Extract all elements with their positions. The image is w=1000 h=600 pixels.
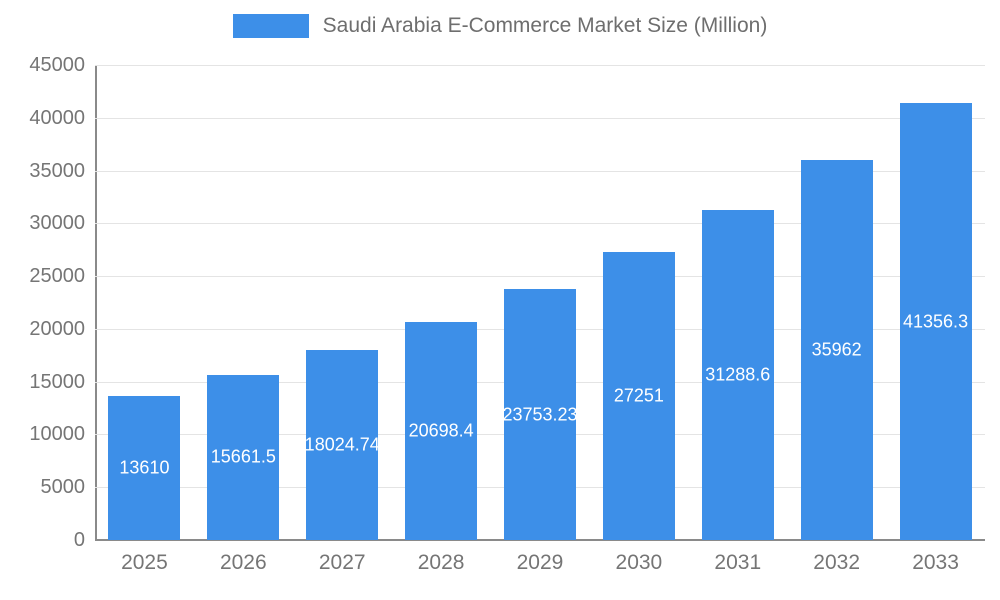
bar-value-label: 18024.74	[306, 434, 379, 455]
bar-2026[interactable]: 15661.5	[207, 374, 280, 540]
x-tick-label-2030: 2030	[615, 551, 663, 574]
gridline	[95, 65, 985, 66]
y-tick-label: 30000	[29, 212, 85, 235]
bar-value-label: 23753.23	[504, 404, 576, 425]
y-tick-label: 10000	[29, 423, 85, 446]
x-tick-label-2025: 2025	[121, 551, 168, 574]
x-tick-label-2026: 2026	[219, 551, 267, 574]
chart-legend[interactable]: Saudi Arabia E-Commerce Market Size (Mil…	[0, 14, 1000, 38]
x-axis-labels: 2025 2026 2027 2028 2029 2030 2031 2032 2033	[95, 548, 985, 582]
x-tick-label-2031: 2031	[714, 551, 762, 574]
bar-value-label: 35962	[811, 339, 862, 360]
bar-2028[interactable]: 20698.4	[405, 321, 478, 540]
bar-value-label: 15661.5	[210, 446, 276, 467]
y-tick-label: 5000	[40, 476, 86, 499]
bar-2031[interactable]: 31288.6	[701, 209, 774, 540]
bar-value-label: 20698.4	[408, 420, 474, 441]
y-tick-label: 25000	[29, 265, 85, 288]
bar-2027[interactable]: 18024.74	[306, 349, 379, 540]
bar-2030[interactable]: 27251	[602, 252, 675, 540]
legend-swatch-icon	[232, 14, 309, 38]
bar-value-label: 41356.3	[903, 311, 969, 332]
bar-value-label: 13610	[119, 457, 170, 478]
y-tick-label: 15000	[29, 370, 85, 393]
bar-2025[interactable]: 13610	[108, 396, 181, 540]
y-axis-labels: 0 5000 10000 15000 20000 25000 30000 35000 40000…	[0, 55, 86, 550]
bar-value-label: 27251	[613, 385, 664, 406]
y-axis-line	[95, 65, 97, 540]
gridline	[95, 170, 985, 172]
bar-value-label: 31288.6	[705, 364, 771, 385]
x-tick-label-2027: 2027	[318, 551, 366, 574]
bar-2032[interactable]: 35962	[800, 160, 873, 540]
x-tick-label-2033: 2033	[912, 551, 959, 574]
x-tick-label-2032: 2032	[813, 551, 861, 574]
gridline	[95, 117, 985, 119]
plot-area: 13610 15661.5 18024.74 20698.4 23753.23 27251…	[95, 65, 985, 541]
y-tick-label: 35000	[29, 159, 85, 182]
bar-2033[interactable]: 41356.3	[899, 103, 972, 540]
x-axis-line	[95, 539, 985, 541]
x-tick-label-2029: 2029	[516, 551, 564, 574]
gridline	[95, 276, 985, 278]
gridline	[95, 223, 985, 225]
y-tick-label: 0	[73, 529, 85, 551]
bar-2029[interactable]: 23753.23	[504, 289, 576, 540]
y-tick-label: 45000	[29, 54, 85, 76]
chart-title: Saudi Arabia E-Commerce Market Size (Mil…	[322, 14, 768, 37]
y-tick-label: 20000	[29, 317, 85, 340]
x-tick-label-2028: 2028	[417, 551, 465, 574]
y-tick-label: 40000	[29, 106, 85, 129]
